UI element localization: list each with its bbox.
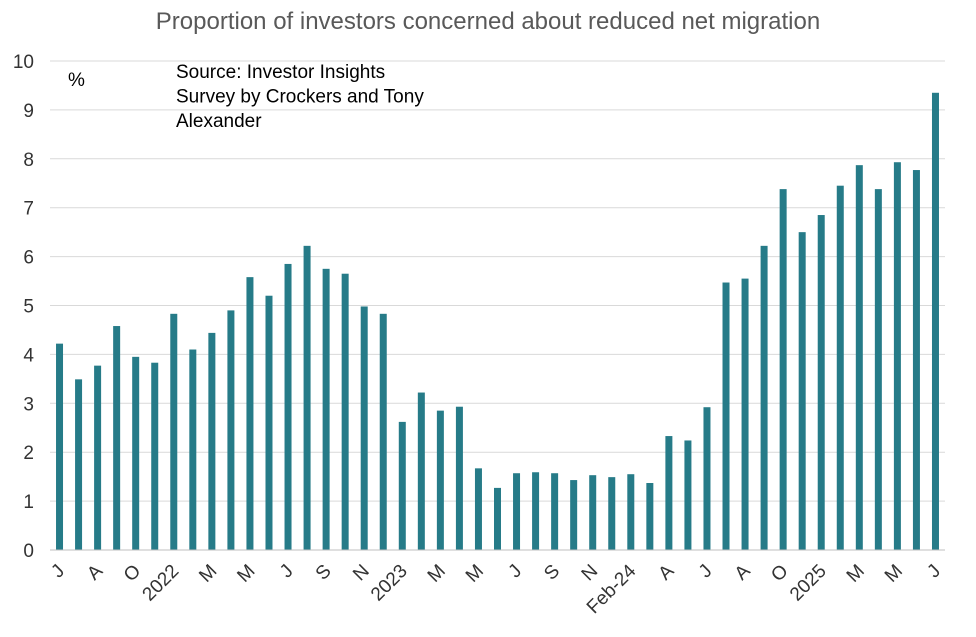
y-tick-label: 8 — [23, 150, 34, 171]
source-line-1: Source: Investor Insights — [176, 62, 385, 83]
x-tick-label: M — [233, 561, 259, 587]
y-tick-label: 7 — [23, 199, 34, 220]
bar — [56, 343, 64, 550]
x-tick-label: O — [120, 561, 145, 586]
bar — [474, 468, 482, 550]
bar — [779, 189, 787, 551]
bar — [874, 189, 882, 551]
bar — [589, 475, 597, 550]
bar — [360, 306, 368, 550]
x-tick-label: 2025 — [786, 561, 831, 606]
y-tick-label: 5 — [23, 297, 34, 318]
y-tick-label: 6 — [23, 248, 34, 269]
bar — [494, 487, 501, 550]
source-line-3: Alexander — [176, 111, 262, 132]
bars — [56, 92, 939, 551]
x-tick-label: M — [462, 561, 488, 587]
bar — [113, 326, 121, 550]
x-tick-label: M — [195, 561, 221, 587]
bar — [570, 480, 578, 550]
bar — [455, 406, 463, 550]
bar — [208, 332, 216, 550]
bar — [379, 313, 387, 550]
bar — [760, 245, 768, 551]
x-tick-label: M — [843, 561, 869, 587]
x-tick-label: J — [276, 561, 298, 583]
bar — [551, 473, 559, 550]
x-tick-label: A — [83, 560, 107, 584]
source-line-2: Survey by Crockers and Tony — [176, 87, 424, 108]
bar — [151, 362, 159, 550]
bar — [513, 473, 521, 550]
x-tick-label: M — [881, 561, 907, 587]
source-note: Source: Investor Insights Survey by Croc… — [176, 62, 424, 132]
bar — [322, 268, 330, 550]
bar — [265, 295, 273, 550]
x-tick-label: 2023 — [367, 561, 412, 606]
gridlines — [50, 60, 945, 502]
bar — [627, 474, 635, 550]
x-tick-label: A — [731, 560, 755, 584]
y-tick-label: 9 — [23, 101, 34, 122]
bar — [646, 483, 654, 550]
x-tick-label: N — [578, 561, 603, 586]
x-tick-label: J — [47, 561, 69, 583]
bar — [227, 310, 235, 550]
bar — [855, 165, 863, 551]
bar — [912, 170, 920, 550]
x-tick-label: S — [540, 561, 564, 585]
y-tick-label: 1 — [23, 492, 34, 513]
y-tick-label: 2 — [23, 443, 34, 464]
x-tick-label: N — [349, 561, 374, 586]
bar — [608, 477, 616, 550]
chart-title: Proportion of investors concerned about … — [155, 8, 821, 35]
bar — [836, 185, 844, 550]
x-tick-label: S — [312, 561, 336, 585]
bar — [532, 472, 540, 550]
y-tick-label: 3 — [23, 394, 34, 415]
bar — [893, 162, 901, 550]
bar — [170, 313, 178, 550]
bar — [684, 440, 692, 550]
bar — [741, 278, 749, 550]
bar — [189, 349, 197, 550]
bar — [417, 392, 425, 550]
y-tick-label: 0 — [23, 541, 34, 562]
bar — [798, 232, 806, 550]
bar — [398, 421, 406, 550]
bar — [94, 365, 102, 550]
bar — [931, 92, 939, 550]
y-tick-label: 4 — [23, 345, 34, 366]
bar — [303, 245, 311, 551]
x-tick-label: J — [695, 561, 717, 583]
x-tick-label: A — [655, 560, 679, 584]
y-tick-labels: 0 1 2 3 4 5 6 7 8 9 10 — [13, 52, 35, 562]
x-tick-label: 2022 — [139, 561, 184, 606]
y-tick-label: 10 — [13, 52, 34, 73]
bar — [284, 263, 292, 550]
bar — [665, 436, 673, 550]
bar — [132, 356, 140, 550]
bar — [817, 215, 825, 550]
x-tick-label: J — [505, 561, 527, 583]
bar — [341, 273, 349, 550]
bar — [246, 277, 254, 550]
unit-label: % — [68, 70, 85, 91]
bar — [703, 407, 711, 550]
x-tick-label: M — [424, 561, 450, 587]
bar — [436, 410, 444, 550]
bar — [722, 282, 730, 550]
x-tick-label: J — [923, 561, 945, 583]
x-tick-label: O — [767, 561, 792, 586]
bar — [75, 379, 83, 550]
